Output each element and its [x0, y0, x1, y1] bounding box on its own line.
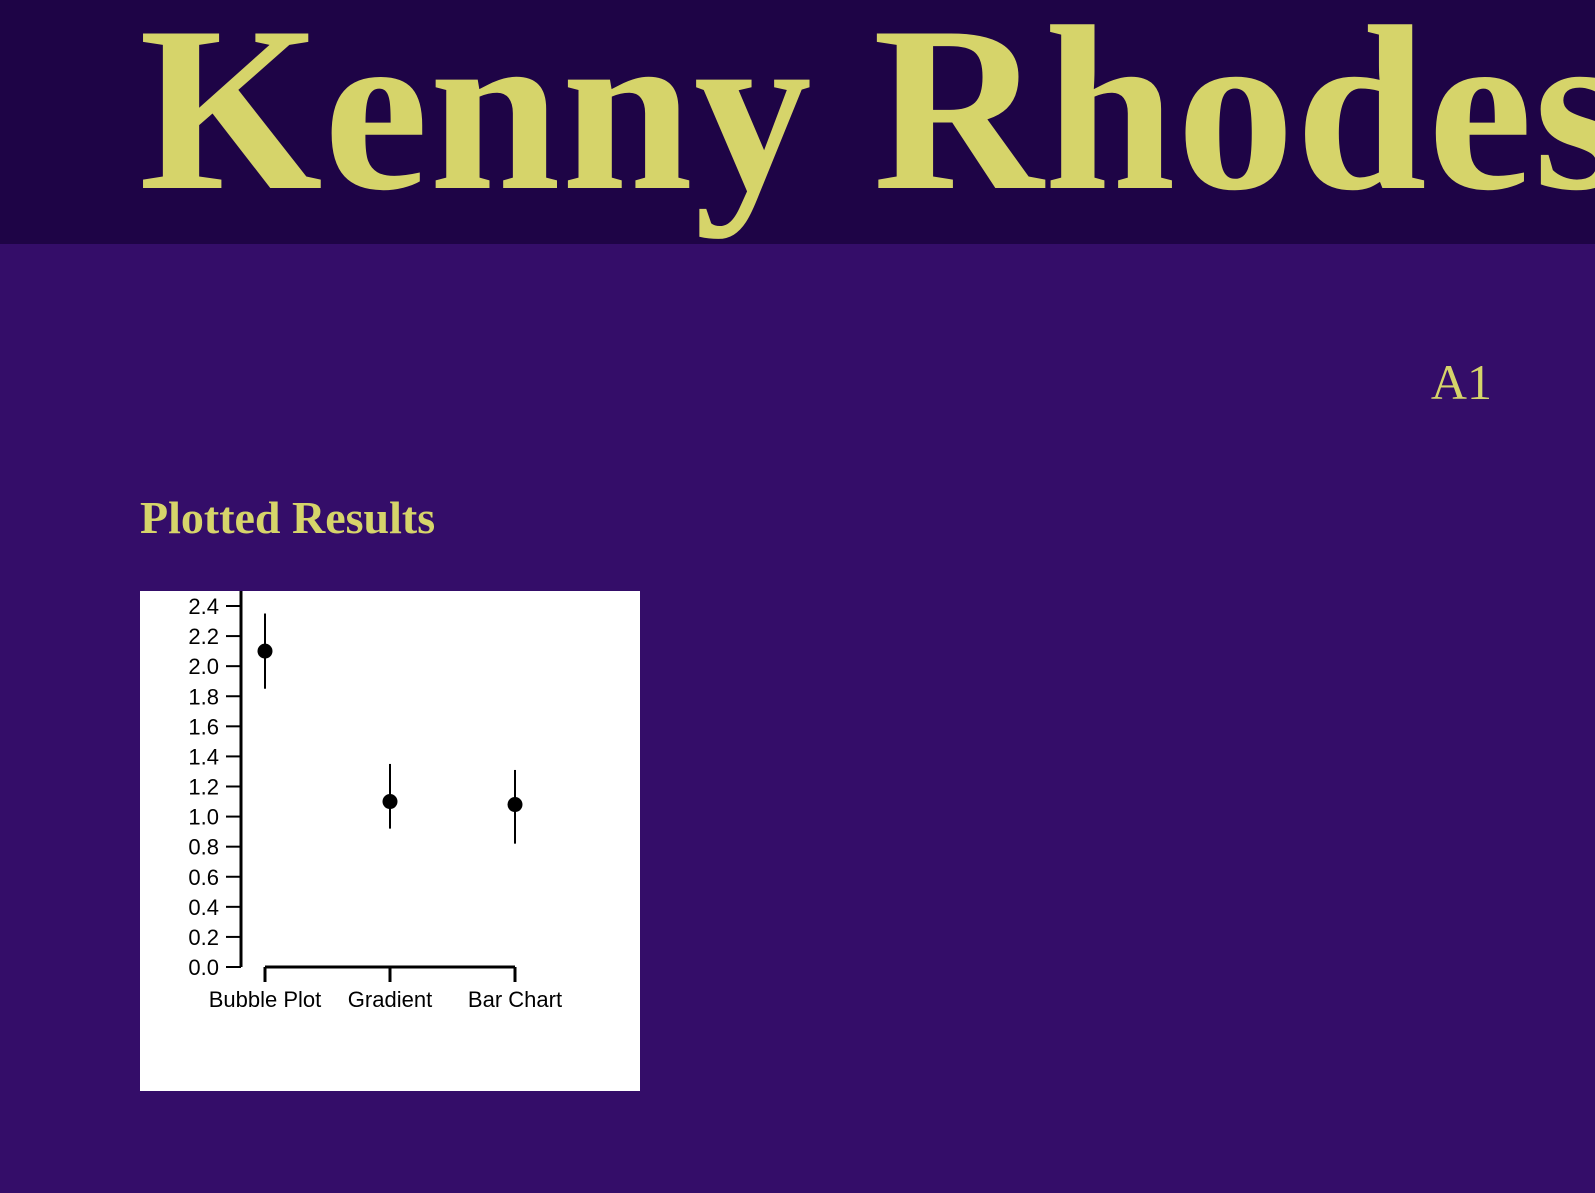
- y-tick-label: 2.0: [188, 654, 219, 679]
- y-tick-label: 0.0: [188, 955, 219, 980]
- section-title: Plotted Results: [140, 492, 436, 543]
- y-tick-label: 0.6: [188, 865, 219, 890]
- y-tick-label: 1.2: [188, 775, 219, 800]
- x-axis: Bubble Plot Gradient Bar Chart: [209, 965, 562, 1012]
- x-tick-label: Bar Chart: [468, 987, 562, 1012]
- y-tick-label: 1.0: [188, 805, 219, 830]
- y-tick-label: 2.4: [188, 594, 219, 619]
- results-chart: 0.0 0.2 0.4 0.6 0.8 1.0 1.2 1.4 1.6 1.8 2.0 2.2 2.4 …: [140, 591, 640, 1091]
- y-axis: 0.0 0.2 0.4 0.6 0.8 1.0 1.2 1.4 1.6 1.8 2.0 2.2 2.4: [188, 591, 243, 980]
- site-title: Kenny Rhodes: [139, 0, 1595, 240]
- y-tick-label: 0.4: [188, 895, 219, 920]
- data-point: [257, 643, 273, 659]
- data-point: [507, 797, 523, 813]
- chart-marks: [257, 613, 523, 844]
- y-tick-label: 0.2: [188, 925, 219, 950]
- y-tick-label: 2.2: [188, 624, 219, 649]
- y-tick-label: 1.6: [188, 714, 219, 739]
- results-chart-svg: 0.00.20.40.60.81.01.21.41.61.82.02.22.4 …: [188, 591, 562, 1012]
- y-tick-label: 0.8: [188, 835, 219, 860]
- y-tick-label: 1.8: [188, 684, 219, 709]
- page-header: Kenny Rhodes: [0, 0, 1595, 244]
- x-tick-label: Gradient: [348, 987, 432, 1012]
- x-tick-label: Bubble Plot: [209, 987, 322, 1012]
- data-point: [382, 794, 398, 810]
- page-label: A1: [1430, 354, 1492, 410]
- y-tick-label: 1.4: [188, 744, 219, 769]
